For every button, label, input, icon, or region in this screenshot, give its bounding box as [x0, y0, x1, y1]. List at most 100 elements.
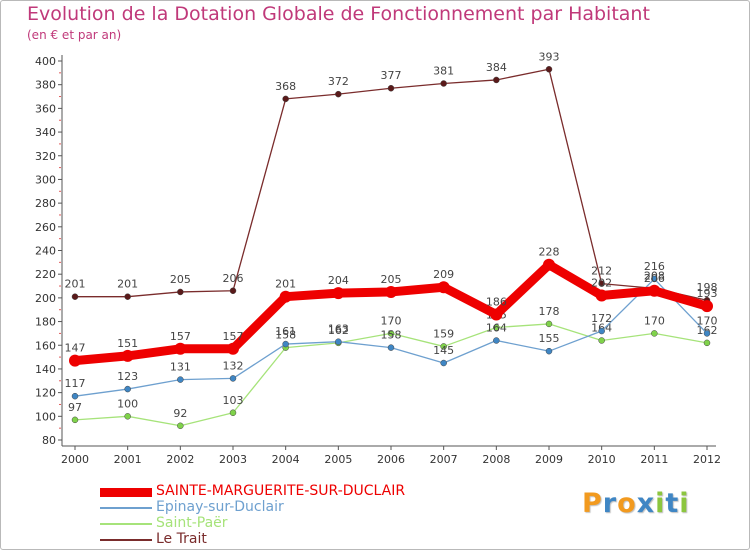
data-label-epinay-sur-duclair: 163	[328, 323, 349, 336]
data-label-saint-pa-r: 92	[173, 407, 187, 420]
data-point-epinay-sur-duclair	[177, 376, 184, 383]
series-line-le-trait	[74, 68, 708, 301]
data-point-epinay-sur-duclair	[493, 337, 500, 344]
data-label-saint-pa-r: 100	[117, 397, 138, 410]
data-label-epinay-sur-duclair: 216	[644, 260, 665, 273]
proxiti-logo: Proxiti	[582, 488, 690, 519]
data-point-saint-pa-r	[440, 343, 447, 350]
y-tick-label: 300	[35, 173, 56, 186]
data-label-sainte-marguerite-sur-duclair: 205	[381, 273, 402, 286]
x-tick-label: 2012	[693, 453, 721, 466]
x-tick-label: 2006	[377, 453, 405, 466]
data-label-le-trait: 201	[117, 278, 138, 291]
data-label-sainte-marguerite-sur-duclair: 151	[117, 337, 138, 350]
x-tick-label: 2010	[588, 453, 616, 466]
data-label-saint-pa-r: 159	[433, 327, 454, 340]
data-point-epinay-sur-duclair	[335, 338, 342, 345]
data-label-saint-pa-r: 103	[223, 394, 244, 407]
x-tick-label: 2009	[535, 453, 563, 466]
data-point-sainte-marguerite-sur-duclair	[648, 284, 661, 297]
legend-swatch	[100, 507, 152, 509]
y-tick-label: 80	[42, 434, 56, 447]
legend-swatch	[100, 539, 152, 541]
x-tick-label: 2002	[166, 453, 194, 466]
legend-swatch	[100, 487, 152, 497]
x-tick-label: 2007	[430, 453, 458, 466]
legend-label: Saint-Paër	[156, 515, 228, 531]
data-label-epinay-sur-duclair: 161	[275, 325, 296, 338]
logo-letter: o	[617, 488, 637, 519]
data-point-saint-pa-r	[124, 413, 131, 420]
data-label-saint-pa-r: 97	[68, 401, 82, 414]
x-tick-label: 2008	[482, 453, 510, 466]
data-label-le-trait: 201	[65, 278, 86, 291]
data-label-sainte-marguerite-sur-duclair: 228	[539, 246, 560, 259]
data-point-epinay-sur-duclair	[124, 385, 131, 393]
data-label-epinay-sur-duclair: 170	[697, 314, 718, 327]
data-label-sainte-marguerite-sur-duclair: 201	[275, 278, 296, 291]
y-tick-label: 240	[35, 245, 56, 258]
data-label-saint-pa-r: 162	[328, 324, 349, 337]
data-point-le-trait	[387, 84, 395, 92]
data-label-epinay-sur-duclair: 155	[539, 332, 560, 345]
data-label-epinay-sur-duclair: 158	[381, 329, 402, 342]
data-point-le-trait	[545, 66, 553, 73]
data-point-le-trait	[493, 76, 500, 84]
data-point-le-trait	[177, 288, 184, 296]
data-point-epinay-sur-duclair	[229, 375, 237, 382]
y-tick-label: 140	[35, 363, 56, 376]
data-label-sainte-marguerite-sur-duclair: 157	[223, 330, 244, 343]
x-tick-label: 2001	[114, 453, 142, 466]
data-label-sainte-marguerite-sur-duclair: 206	[644, 272, 665, 285]
data-label-le-trait: 381	[433, 65, 454, 78]
logo-letter: x	[636, 488, 656, 519]
y-tick-label: 200	[35, 292, 56, 305]
data-point-epinay-sur-duclair	[651, 275, 658, 283]
data-label-le-trait: 205	[170, 273, 191, 286]
y-tick-label: 120	[35, 387, 56, 400]
data-label-epinay-sur-duclair: 131	[170, 361, 191, 374]
data-label-sainte-marguerite-sur-duclair: 209	[433, 268, 454, 281]
data-point-saint-pa-r	[651, 330, 658, 337]
data-label-le-trait: 368	[275, 80, 296, 93]
data-point-sainte-marguerite-sur-duclair	[437, 281, 450, 294]
x-tick-label: 2004	[272, 453, 300, 466]
data-point-epinay-sur-duclair	[282, 340, 289, 348]
logo-letter: r	[602, 488, 618, 519]
data-label-sainte-marguerite-sur-duclair: 193	[697, 287, 718, 300]
data-point-sainte-marguerite-sur-duclair	[701, 300, 713, 313]
data-point-epinay-sur-duclair	[387, 344, 395, 351]
legend-label: SAINTE-MARGUERITE-SUR-DUCLAIR	[156, 483, 406, 499]
y-tick-label: 400	[35, 55, 56, 68]
x-tick-label: 2000	[61, 453, 89, 466]
x-tick-label: 2003	[219, 453, 247, 466]
data-point-saint-pa-r	[387, 330, 395, 337]
data-point-sainte-marguerite-sur-duclair	[385, 285, 397, 298]
data-label-le-trait: 212	[591, 265, 612, 278]
y-tick-label: 180	[35, 316, 56, 329]
data-point-sainte-marguerite-sur-duclair	[227, 342, 239, 355]
chart-title: Evolution de la Dotation Globale de Fonc…	[27, 3, 650, 25]
data-label-le-trait: 393	[539, 50, 560, 63]
data-label-le-trait: 372	[328, 75, 349, 88]
data-label-sainte-marguerite-sur-duclair: 202	[591, 277, 612, 290]
legend-label: Epinay-sur-Duclair	[156, 499, 284, 515]
data-point-saint-pa-r	[493, 324, 500, 331]
data-point-saint-pa-r	[598, 337, 605, 344]
data-label-sainte-marguerite-sur-duclair: 147	[65, 342, 86, 355]
data-label-saint-pa-r: 170	[381, 314, 402, 327]
data-label-le-trait: 198	[697, 281, 718, 294]
data-point-sainte-marguerite-sur-duclair	[543, 258, 555, 271]
logo-letter: i	[655, 488, 666, 519]
data-point-le-trait	[229, 287, 237, 295]
data-point-epinay-sur-duclair	[71, 392, 79, 400]
data-point-le-trait	[282, 95, 289, 103]
data-point-sainte-marguerite-sur-duclair	[595, 289, 608, 302]
data-point-saint-pa-r	[71, 416, 79, 424]
y-tick-label: 260	[35, 221, 56, 234]
data-label-saint-pa-r: 170	[644, 314, 665, 327]
data-point-le-trait	[598, 280, 605, 287]
chart-subtitle: (en € et par an)	[27, 28, 122, 42]
